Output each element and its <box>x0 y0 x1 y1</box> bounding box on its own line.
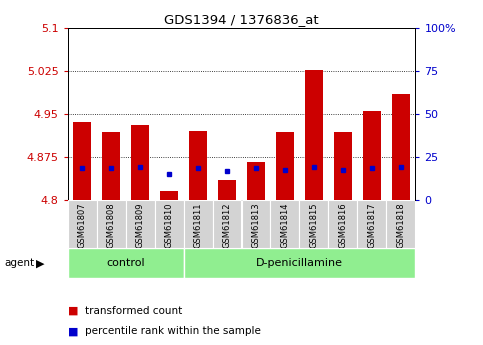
Bar <box>357 200 386 248</box>
Bar <box>131 125 149 200</box>
Bar <box>189 131 207 200</box>
Bar <box>213 200 242 248</box>
Bar <box>102 132 120 200</box>
Bar <box>363 111 381 200</box>
Text: GSM61809: GSM61809 <box>136 203 144 248</box>
Bar <box>334 132 352 200</box>
Bar <box>247 162 265 200</box>
Bar <box>68 200 97 248</box>
Text: GSM61815: GSM61815 <box>310 203 318 248</box>
Bar <box>270 200 299 248</box>
Bar <box>184 200 213 248</box>
Bar <box>242 200 270 248</box>
Title: GDS1394 / 1376836_at: GDS1394 / 1376836_at <box>164 13 319 27</box>
Text: GSM61812: GSM61812 <box>223 203 231 248</box>
Text: GSM61813: GSM61813 <box>252 203 260 248</box>
Text: GSM61811: GSM61811 <box>194 203 202 248</box>
Text: ▶: ▶ <box>36 258 45 268</box>
Bar <box>386 200 415 248</box>
Bar <box>184 248 415 278</box>
Text: agent: agent <box>5 258 35 268</box>
Bar <box>73 122 91 200</box>
Text: transformed count: transformed count <box>85 306 182 315</box>
Text: GSM61808: GSM61808 <box>107 203 115 248</box>
Text: GSM61817: GSM61817 <box>368 203 376 248</box>
Bar <box>392 94 410 200</box>
Bar <box>155 200 184 248</box>
Bar <box>126 200 155 248</box>
Text: ■: ■ <box>68 306 78 315</box>
Bar <box>160 191 178 200</box>
Text: ■: ■ <box>68 326 78 336</box>
Text: GSM61816: GSM61816 <box>339 203 347 248</box>
Text: GSM61810: GSM61810 <box>165 203 173 248</box>
Bar <box>305 70 323 200</box>
Text: GSM61807: GSM61807 <box>78 203 86 248</box>
Bar <box>276 132 294 200</box>
Bar <box>328 200 357 248</box>
Bar <box>97 200 126 248</box>
Text: control: control <box>106 258 145 268</box>
Bar <box>299 200 328 248</box>
Text: D-penicillamine: D-penicillamine <box>256 258 343 268</box>
Bar <box>218 180 236 200</box>
Bar <box>68 248 184 278</box>
Text: GSM61818: GSM61818 <box>397 203 405 248</box>
Text: percentile rank within the sample: percentile rank within the sample <box>85 326 260 336</box>
Text: GSM61814: GSM61814 <box>281 203 289 248</box>
